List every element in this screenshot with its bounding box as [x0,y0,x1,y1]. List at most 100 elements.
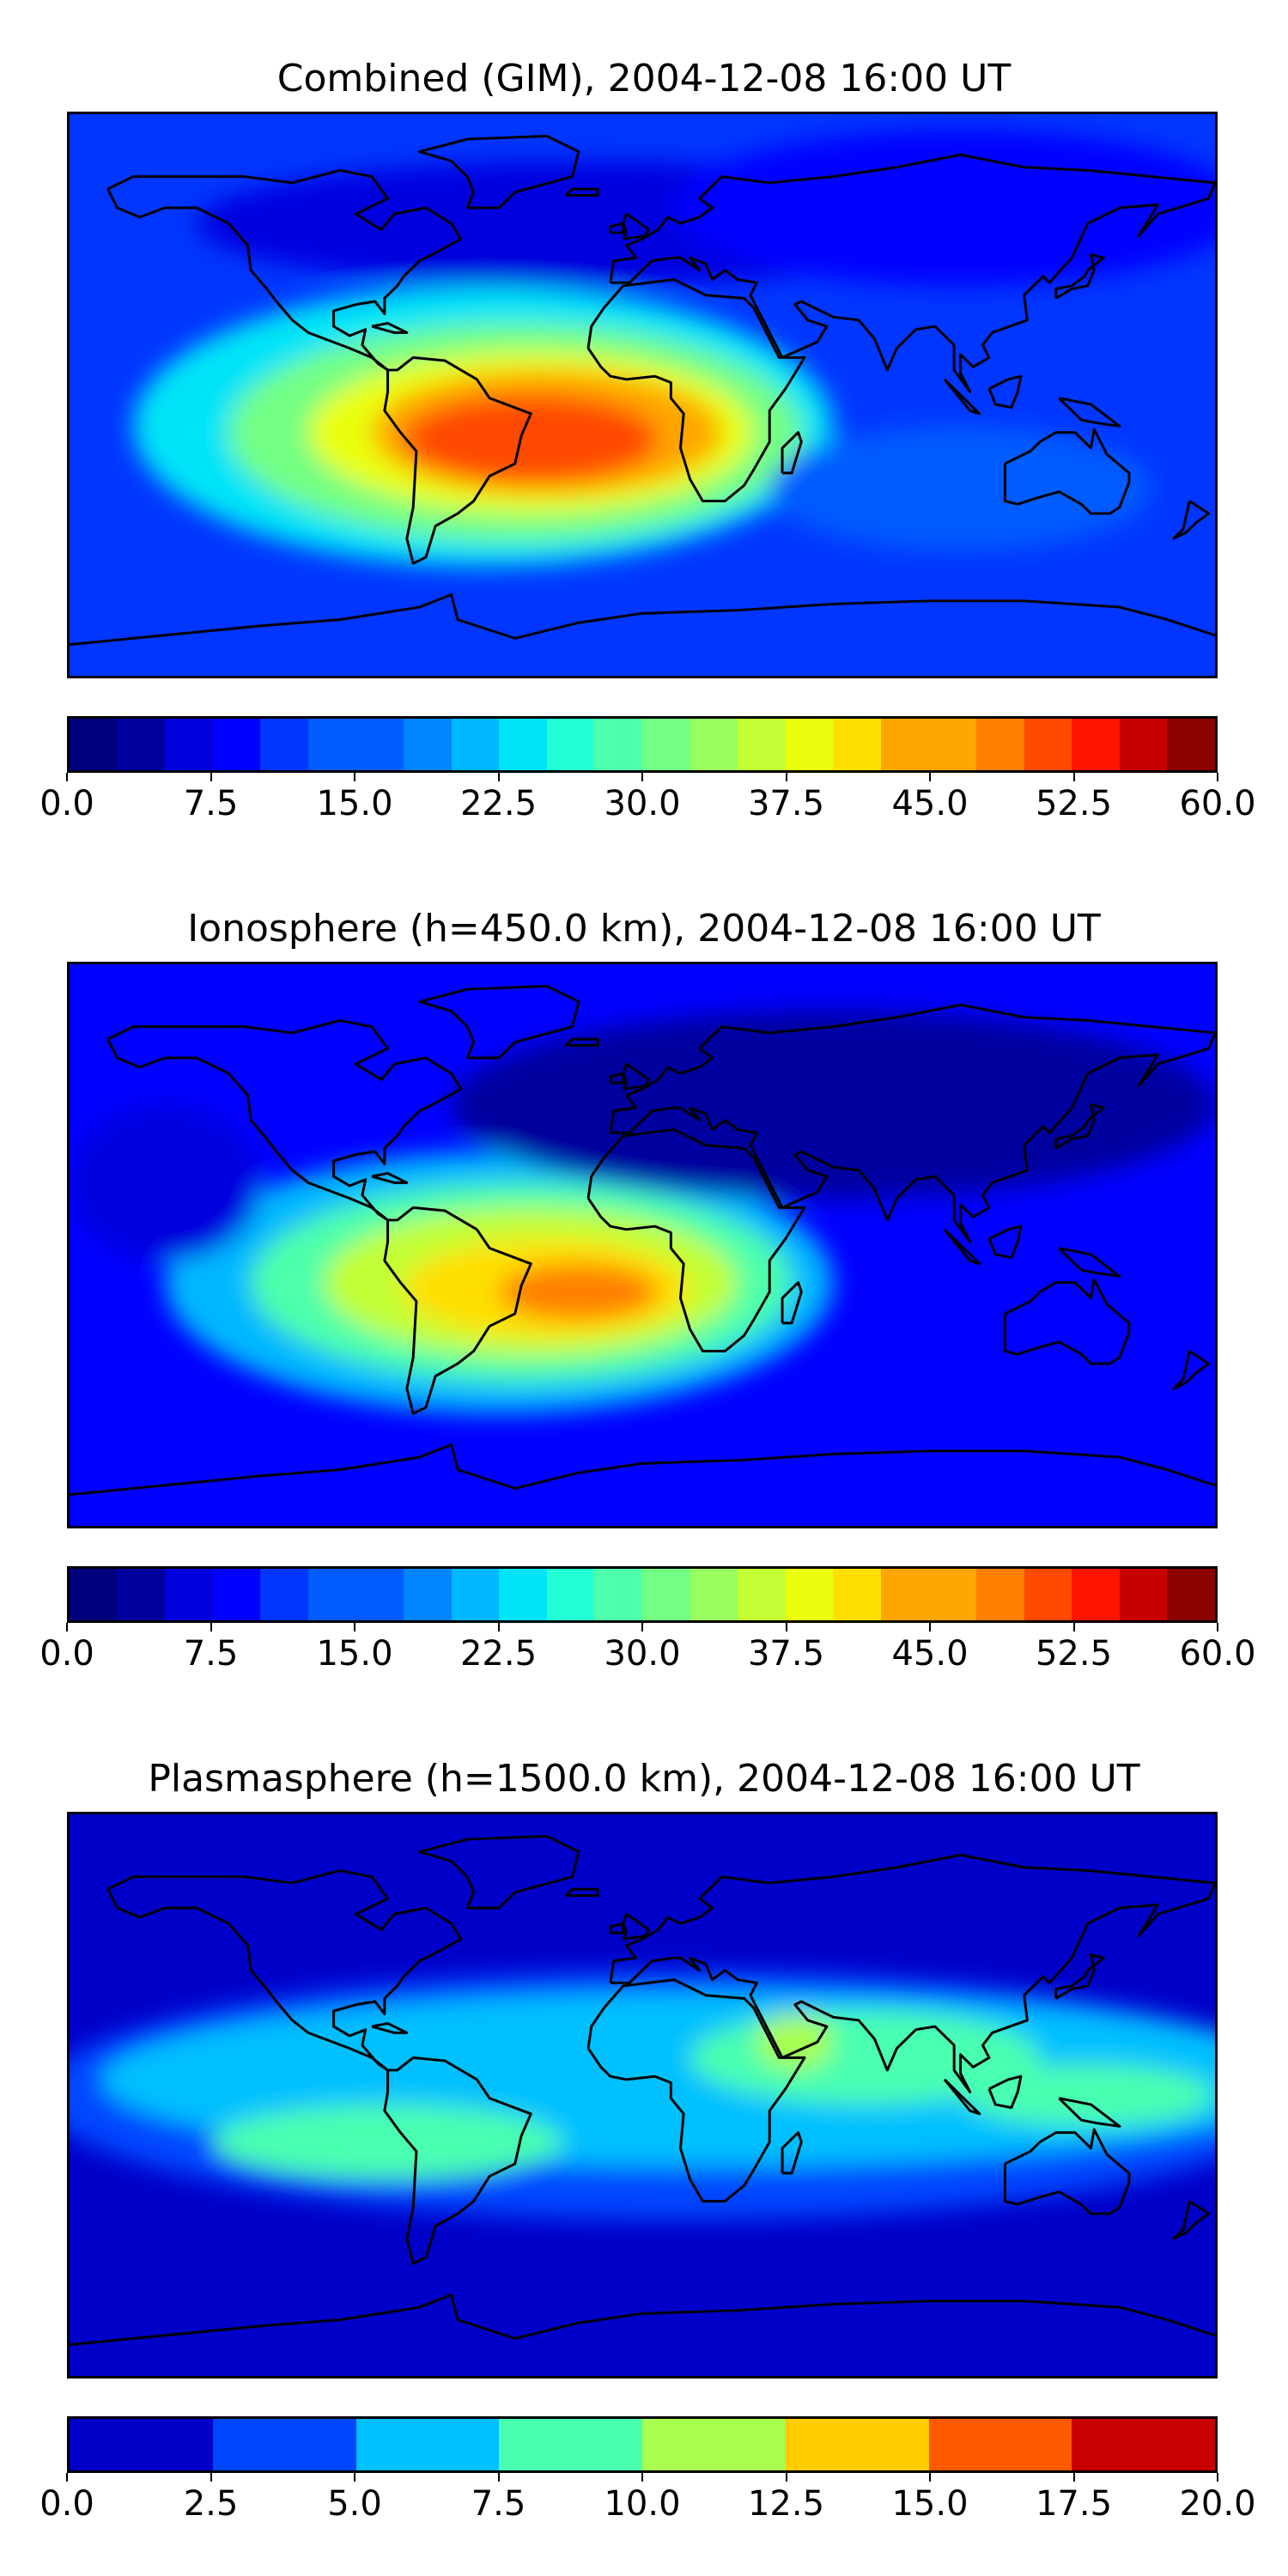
coastline [371,321,409,334]
panel-title-plasmasphere: Plasmasphere (h=1500.0 km), 2004-12-08 1… [148,1757,1140,1801]
colorbar-segment [355,719,404,770]
colorbar-tick-label: 10.0 [604,2484,681,2524]
colorbar-tick [1072,773,1075,781]
contour-region [960,2063,1215,2127]
coastline [1172,1350,1211,1390]
colorbar-segment [70,1569,118,1620]
colorbar-tick-label: 5.0 [327,2484,382,2524]
colorbar-tick [354,2473,355,2482]
colorbar-tick-label: 15.0 [316,784,393,823]
coastline [943,378,981,416]
colorbar-tick-label: 7.5 [471,2484,526,2524]
colorbar-segment [404,1569,452,1620]
coastline [586,1128,806,1353]
colorbar-ticks-combined: 0.0 7.5 15.0 22.5 30.0 37.5 45.0 52.5 60.0 [39,773,1256,823]
colorbar-tick [785,2473,787,2482]
colorbar-tick [210,773,212,781]
colorbar-segment [70,2419,213,2470]
colorbar-tick [785,1623,787,1631]
coastline [609,1922,625,1935]
colorbar-segment [594,1569,642,1620]
coastline [987,1224,1023,1260]
map-combined [67,112,1218,678]
coastline [383,355,532,565]
colorbar-segment [307,719,356,770]
coastline [1003,1278,1131,1365]
colorbar-segment [451,719,500,770]
colorbar-segment [1072,1569,1120,1620]
contour-region [451,1011,1215,1199]
colorbar-tick [641,2473,643,2482]
coastline [586,278,806,503]
contour-region [404,395,659,483]
coastline [1003,428,1131,515]
colorbar-segment [1119,719,1168,770]
colorbar-tick [66,1623,68,1631]
colorbar-tick-label: 52.5 [1035,1634,1113,1674]
colorbar-tick [785,773,787,781]
colorbar-segment [1024,1569,1072,1620]
coastline [1058,397,1121,428]
colorbar-tick-label: 60.0 [1179,784,1256,823]
contour-region [70,1104,261,1261]
coastline [609,222,625,234]
coastline [609,1003,1215,1243]
colorbar-tick-label: 37.5 [747,1634,825,1674]
colorbar-segment [355,1569,404,1620]
coastline [987,374,1023,410]
colorbar-plasmasphere [67,2416,1218,2473]
colorbar-segment [165,719,213,770]
colorbar-segment [641,1569,690,1620]
colorbar-tick-label: 15.0 [316,1634,393,1674]
colorbar-segment [928,1569,976,1620]
colorbar-tick-label: 0.0 [39,784,94,823]
colorbar-tick-label: 37.5 [747,784,825,823]
colorbar-tick [354,773,355,781]
colorbar-tick [497,773,500,781]
colorbar-tick [66,2473,68,2482]
map-plasmasphere [67,1812,1218,2379]
colorbar-tick [210,2473,212,2482]
coastline [70,1443,1215,1497]
coastline [943,2078,981,2116]
colorbar-segment [690,1569,738,1620]
coastline [1003,2128,1131,2215]
colorbar-segment [1119,1569,1168,1620]
colorbar-segment [1167,719,1215,770]
colorbar-tick [1217,2473,1218,2482]
colorbar-segment [738,1569,786,1620]
colorbar-tick-label: 2.5 [183,2484,239,2524]
coastline [383,1206,532,1415]
panel-title-ionosphere: Ionosphere (h=450.0 km), 2004-12-08 16:0… [187,907,1101,951]
coastline [1058,2097,1121,2128]
contour-layer [70,1970,1215,2221]
coastline [565,187,599,197]
colorbar-tick-label: 15.0 [891,2484,969,2524]
colorbar-tick [641,773,643,781]
colorbar-tick [210,1623,212,1631]
colorbar-segment [642,2419,786,2470]
coastline [943,1228,981,1266]
colorbar-tick [641,1623,643,1631]
colorbar-segment [594,719,642,770]
colorbar-segment [975,719,1024,770]
colorbar-tick-label: 45.0 [891,1634,969,1674]
colorbar-tick-label: 7.5 [183,784,239,823]
colorbar-tick [1072,1623,1075,1631]
coastline [1054,253,1105,300]
colorbar-segment [880,1569,929,1620]
colorbar-tick-label: 22.5 [459,784,538,823]
colorbar-segment [738,719,786,770]
coastlines [70,984,1215,1497]
colorbar-tick-label: 12.5 [747,2484,825,2524]
coastline [1172,2200,1211,2240]
colorbar-segment [928,719,976,770]
colorbar-segment [117,719,166,770]
colorbar-segment [499,2419,642,2470]
colorbar-ticks-ionosphere: 0.0 7.5 15.0 22.5 30.0 37.5 45.0 52.5 60.0 [39,1623,1256,1673]
colorbar-segment [260,1569,308,1620]
colorbar-tick-label: 60.0 [1179,1634,1256,1674]
colorbar-tick [1072,2473,1075,2482]
coastline [418,134,580,210]
colorbar-segment [690,719,738,770]
